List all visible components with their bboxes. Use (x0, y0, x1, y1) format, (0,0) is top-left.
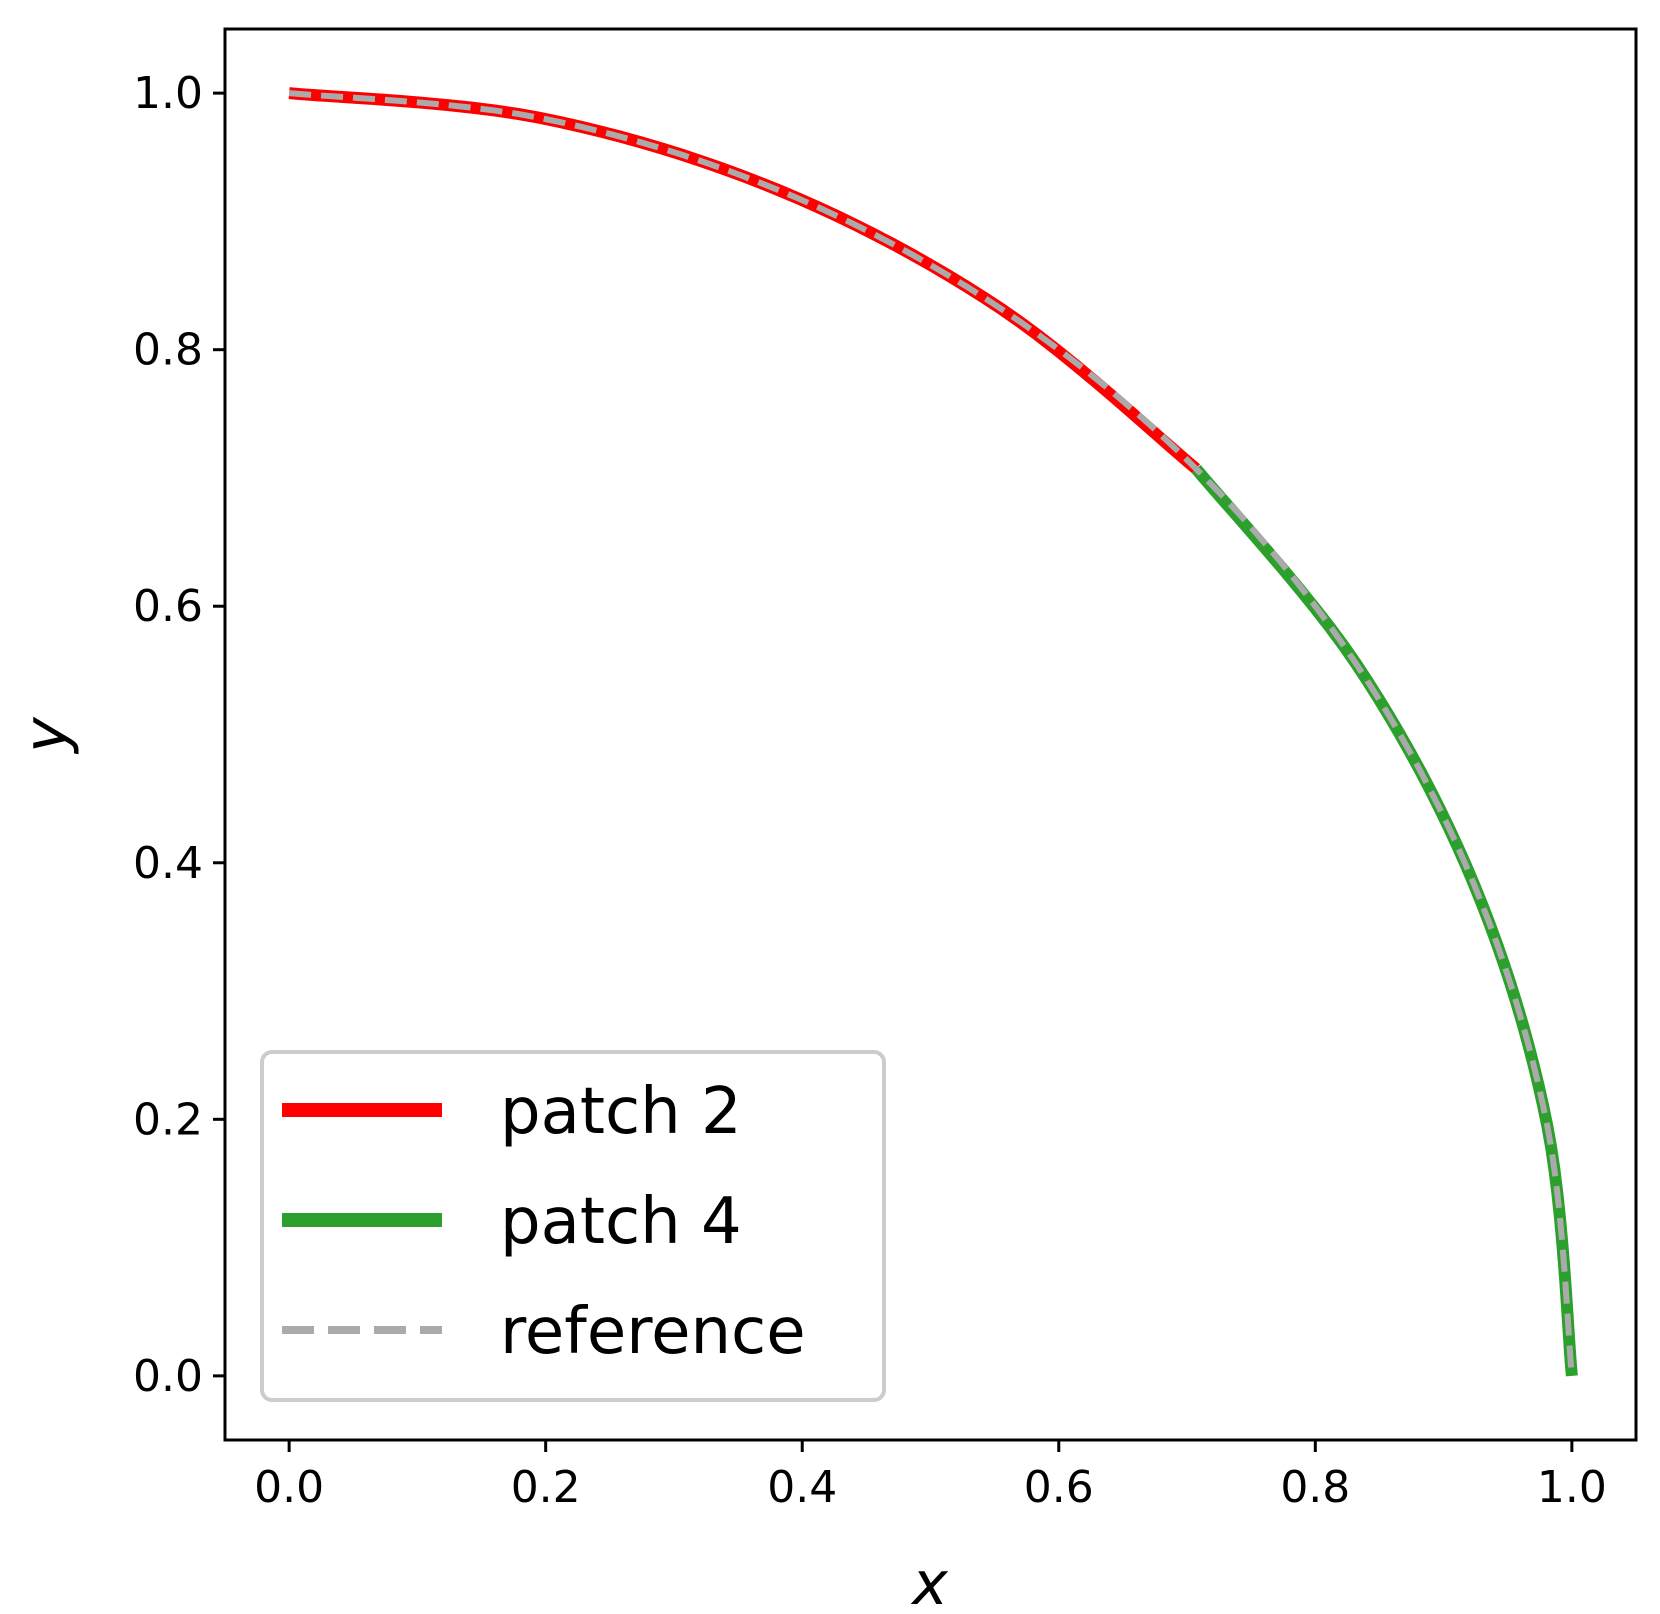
y-tick-label: 0.4 (133, 838, 203, 889)
x-tick-label: 0.2 (511, 1462, 581, 1513)
x-tick-label: 0.0 (254, 1462, 324, 1513)
x-tick-label: 0.4 (767, 1462, 837, 1513)
x-tick-label: 0.6 (1024, 1462, 1094, 1513)
x-axis-ticks: 0.0 0.2 0.4 0.6 0.8 1.0 (254, 1440, 1607, 1513)
series-line-reference (288, 90, 1575, 1377)
legend: patch 2 patch 4 reference (260, 1050, 886, 1402)
axes-frame (223, 27, 1638, 1442)
x-tick-label: 0.8 (1280, 1462, 1350, 1513)
legend-label: reference (500, 1295, 806, 1369)
y-tick-label: 0.6 (133, 581, 203, 632)
legend-box (260, 1050, 886, 1402)
legend-label: patch 2 (500, 1075, 742, 1149)
y-axis-label: y (11, 716, 81, 755)
y-axis-ticks: 0.0 0.2 0.4 0.6 0.8 1.0 (133, 68, 225, 1402)
legend-label: patch 4 (500, 1185, 742, 1259)
y-tick-label: 0.8 (133, 325, 203, 376)
plot-content (288, 87, 1578, 1377)
y-tick-label: 1.0 (133, 68, 203, 119)
y-tick-label: 0.2 (133, 1094, 203, 1145)
x-tick-label: 1.0 (1537, 1462, 1607, 1513)
x-axis-label: x (910, 1549, 948, 1614)
y-tick-label: 0.0 (133, 1351, 203, 1402)
